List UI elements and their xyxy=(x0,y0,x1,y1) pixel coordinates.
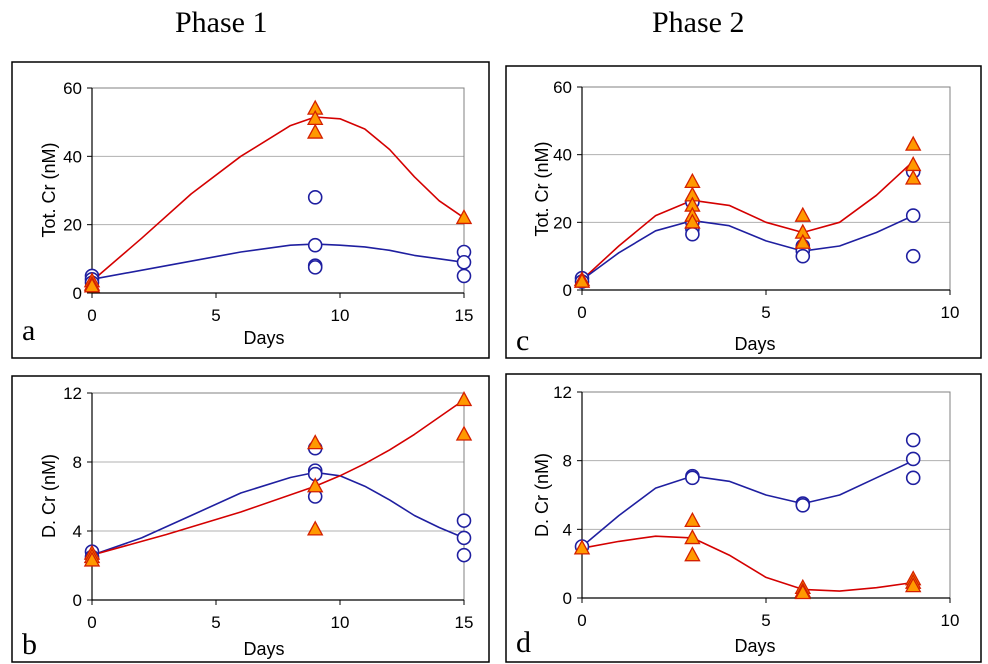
panel-c-xtick-label: 10 xyxy=(941,303,960,322)
panel-a-blue-fit-line xyxy=(91,243,465,281)
panel-d-ytick-label: 0 xyxy=(563,589,572,608)
panel-b-frame xyxy=(11,375,490,663)
panel-d-circle-point xyxy=(905,451,921,467)
panel-d-y-axis-label: D. Cr (nM) xyxy=(532,453,552,537)
panel-a-x-axis-label: Days xyxy=(243,328,284,348)
panel-d-circle-point xyxy=(685,470,700,486)
panel-d-xtick-label: 10 xyxy=(941,611,960,630)
panel-a-circle-point xyxy=(307,190,323,205)
panel-c-letter: c xyxy=(516,324,529,357)
panel-c-circle-point xyxy=(905,208,921,223)
panel-a-xtick-label: 5 xyxy=(211,306,220,325)
panel-c-ytick-label: 60 xyxy=(553,78,572,97)
panel-c-ytick-label: 0 xyxy=(563,281,572,300)
phase-1-title: Phase 1 xyxy=(175,6,268,39)
panel-d-circle-point xyxy=(905,432,921,448)
panel-d-triangle-point xyxy=(684,511,701,528)
panel-a-y-axis-label: Tot. Cr (nM) xyxy=(39,142,59,237)
panel-a-ytick-label: 0 xyxy=(73,284,82,303)
panel-b-triangle-point xyxy=(455,391,473,407)
panel-d-ytick-label: 8 xyxy=(563,452,572,471)
panel-b-letter: b xyxy=(22,628,37,661)
panel-b-x-axis-label: Days xyxy=(243,639,284,659)
panel-b-triangle-point xyxy=(455,425,473,441)
panel-b-ytick-label: 4 xyxy=(73,522,82,541)
panel-b-triangle-point xyxy=(306,520,324,536)
panel-b-triangle-point xyxy=(306,434,324,450)
panel-b-red-fit-line xyxy=(91,399,465,556)
panel-d-letter: d xyxy=(516,626,531,659)
panel-a-circle-point xyxy=(307,237,323,253)
panel-a-red-fit-line xyxy=(91,116,465,282)
panel-b-y-axis-label: D. Cr (nM) xyxy=(39,454,59,538)
panel-c-triangle-point xyxy=(794,233,812,249)
panel-d-triangle-point xyxy=(684,529,701,545)
panel-d-xtick-label: 5 xyxy=(761,611,770,630)
panel-c-triangle-point xyxy=(904,169,922,185)
panel-b-ytick-label: 12 xyxy=(63,384,82,403)
panel-c-triangle-point xyxy=(573,272,591,288)
panel-d-blue-fit-line xyxy=(581,459,914,548)
panel-d-frame xyxy=(505,373,982,663)
panel-c-circle-point xyxy=(795,248,811,264)
panel-a-triangle-point xyxy=(455,208,473,225)
panel-d-circle-point xyxy=(905,470,921,486)
panel-b-xtick-label: 5 xyxy=(211,613,220,632)
phase-2-title: Phase 2 xyxy=(652,6,745,39)
panel-b-triangle-point xyxy=(306,477,324,493)
panel-a-ytick-label: 60 xyxy=(63,79,82,98)
panel-d-triangle-point xyxy=(904,577,922,593)
panel-a-ytick-label: 40 xyxy=(63,147,82,166)
panel-c-y-axis-label: Tot. Cr (nM) xyxy=(532,141,552,236)
panel-b-blue-fit-line xyxy=(91,471,465,556)
panel-b-xtick-label: 0 xyxy=(87,613,96,632)
panel-b-xtick-label: 15 xyxy=(455,613,474,632)
panel-c-triangle-point xyxy=(684,213,701,229)
panel-c-triangle-point xyxy=(794,206,812,222)
panel-d-triangle-point xyxy=(573,539,591,555)
panel-c-blue-fit-line xyxy=(581,214,914,281)
panel-d-x-axis-label: Days xyxy=(734,636,775,656)
panel-c-red-fit-line xyxy=(581,160,914,281)
panel-b-circle-point xyxy=(456,513,472,528)
panel-c-circle-point xyxy=(685,226,700,242)
panel-a-triangle-point xyxy=(306,123,324,139)
panel-a-circle-point xyxy=(456,254,472,270)
panel-a-circle-point xyxy=(456,268,472,284)
panel-d-ytick-label: 4 xyxy=(563,520,572,539)
panel-a-xtick-label: 0 xyxy=(87,306,96,325)
panel-b-xtick-label: 10 xyxy=(331,613,350,632)
panel-c-xtick-label: 5 xyxy=(761,303,770,322)
panel-d-triangle-point xyxy=(794,583,812,600)
panel-c-ytick-label: 40 xyxy=(553,146,572,165)
panel-a-letter: a xyxy=(22,314,35,347)
panel-c-ytick-label: 20 xyxy=(553,213,572,232)
panel-d-ytick-label: 12 xyxy=(553,383,572,402)
panel-d-xtick-label: 0 xyxy=(577,611,586,630)
panel-a-triangle-point xyxy=(83,277,101,293)
panel-c-circle-point xyxy=(905,248,921,264)
panel-c-xtick-label: 0 xyxy=(577,303,586,322)
panel-a-circle-point xyxy=(307,260,323,275)
panel-b-ytick-label: 8 xyxy=(73,453,82,472)
panel-b-ytick-label: 0 xyxy=(73,591,82,610)
panel-b-circle-point xyxy=(456,530,472,546)
panel-d-red-fit-line xyxy=(581,535,914,592)
panel-a-xtick-label: 10 xyxy=(331,306,350,325)
panel-a-ytick-label: 20 xyxy=(63,216,82,235)
panel-d-triangle-point xyxy=(684,546,701,562)
panel-d-circle-point xyxy=(795,497,811,513)
panel-c-x-axis-label: Days xyxy=(734,334,775,354)
panel-a-frame xyxy=(11,61,490,359)
panel-b-triangle-point xyxy=(83,551,101,567)
panel-a-xtick-label: 15 xyxy=(455,306,474,325)
panel-c-triangle-point xyxy=(904,135,922,151)
panel-b-circle-point xyxy=(456,547,472,563)
